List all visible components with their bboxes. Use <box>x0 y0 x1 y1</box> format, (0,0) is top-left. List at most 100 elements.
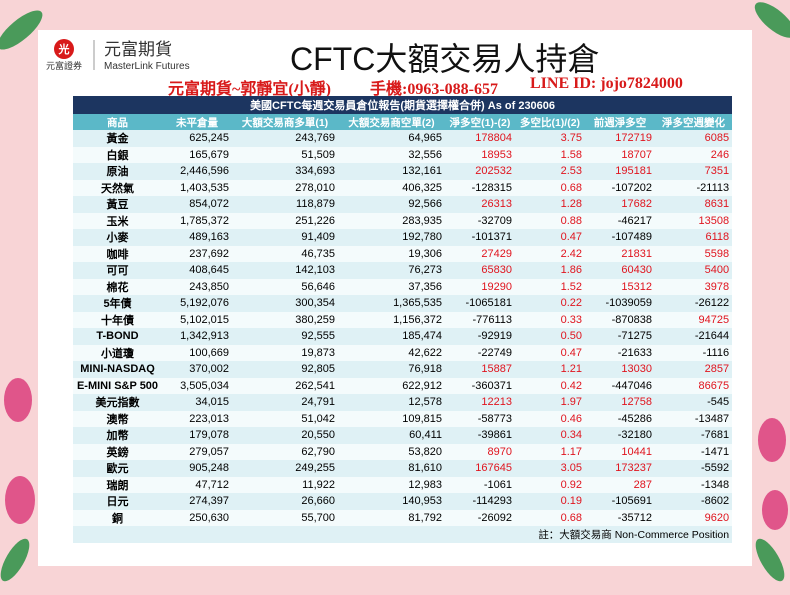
table-row: E-MINI S&P 500 3,505,034 262,541 622,912 -36… <box>73 377 733 394</box>
cell: -26122 <box>655 295 733 312</box>
cell: 1,365,535 <box>338 295 445 312</box>
cell: 19290 <box>445 278 515 295</box>
table-row: 美元指數 34,015 24,791 12,578 12213 1.97 12758 -545 <box>73 394 733 411</box>
cell: 2,446,596 <box>162 163 232 180</box>
cell: 46,735 <box>232 245 338 262</box>
cell: 380,259 <box>232 311 338 328</box>
cell: 11,922 <box>232 476 338 493</box>
cell: -32180 <box>585 427 655 444</box>
cell: 12,578 <box>338 394 445 411</box>
commodity: 加幣 <box>73 427 162 444</box>
cell: -21644 <box>655 328 733 345</box>
contact-name: 元富期貨~郭靜宜(小靜) <box>168 81 331 98</box>
cell: -1061 <box>445 476 515 493</box>
table-row: 加幣 179,078 20,550 60,411 -39861 0.34 -32180 -76… <box>73 427 733 444</box>
cell: -447046 <box>585 377 655 394</box>
commodity: 原油 <box>73 163 162 180</box>
cell: 26313 <box>445 196 515 213</box>
cell: 283,935 <box>338 212 445 229</box>
table-row: 白銀 165,679 51,509 32,556 18953 1.58 18707 246 <box>73 146 733 163</box>
cell: -545 <box>655 394 733 411</box>
cell: 179,078 <box>162 427 232 444</box>
cell: -22749 <box>445 344 515 361</box>
column-header: 淨多空(1)-(2) <box>445 114 515 130</box>
cell: 0.50 <box>515 328 585 345</box>
cell: 202532 <box>445 163 515 180</box>
table-body: 美國CFTC每週交易員倉位報告(期貨選擇權合併) As of 230606 商品未… <box>73 96 733 543</box>
commodity: 黃金 <box>73 130 162 147</box>
cell: 92,805 <box>232 361 338 378</box>
column-header: 大額交易商空單(2) <box>338 114 445 130</box>
table-row: 銅 250,630 55,700 81,792 -26092 0.68 -35712 9620 <box>73 509 733 526</box>
logo: 光 元富證券 元富期貨 MasterLink Futures <box>46 39 190 72</box>
cell: 1.52 <box>515 278 585 295</box>
table-row: 十年債 5,102,015 380,259 1,156,372 -776113 0.33-… <box>73 311 733 328</box>
cell: 1.86 <box>515 262 585 279</box>
cell: 56,646 <box>232 278 338 295</box>
commodity: 歐元 <box>73 460 162 477</box>
cell: 62,790 <box>232 443 338 460</box>
cell: 3.75 <box>515 130 585 147</box>
cell: -35712 <box>585 509 655 526</box>
cell: 185,474 <box>338 328 445 345</box>
commodity: 天然氣 <box>73 179 162 196</box>
cell: 0.46 <box>515 410 585 427</box>
cell: 8631 <box>655 196 733 213</box>
column-header: 淨多空週變化 <box>655 114 733 130</box>
cell: -39861 <box>445 427 515 444</box>
cell: 19,873 <box>232 344 338 361</box>
cell: 334,693 <box>232 163 338 180</box>
table-row: 可可 408,645 142,103 76,273 65830 1.86 60430 5400 <box>73 262 733 279</box>
commodity: 澳幣 <box>73 410 162 427</box>
commodity: E-MINI S&P 500 <box>73 377 162 394</box>
cell: 250,630 <box>162 509 232 526</box>
cell: -1039059 <box>585 295 655 312</box>
cell: -105691 <box>585 493 655 510</box>
cell: -128315 <box>445 179 515 196</box>
cell: 237,692 <box>162 245 232 262</box>
cell: 0.92 <box>515 476 585 493</box>
cell: 2.42 <box>515 245 585 262</box>
cell: 173237 <box>585 460 655 477</box>
cell: 132,161 <box>338 163 445 180</box>
cell: 142,103 <box>232 262 338 279</box>
cell: 92,566 <box>338 196 445 213</box>
cell: 76,273 <box>338 262 445 279</box>
column-header: 未平倉量 <box>162 114 232 130</box>
cell: -870838 <box>585 311 655 328</box>
cell: 0.68 <box>515 179 585 196</box>
cell: 167645 <box>445 460 515 477</box>
cell: 287 <box>585 476 655 493</box>
cell: 0.22 <box>515 295 585 312</box>
table-row: 天然氣 1,403,535 278,010 406,325 -128315 0.68 -10… <box>73 179 733 196</box>
cell: -5592 <box>655 460 733 477</box>
cell: 905,248 <box>162 460 232 477</box>
commodity: 瑞朗 <box>73 476 162 493</box>
cell: -7681 <box>655 427 733 444</box>
table-title: 美國CFTC每週交易員倉位報告(期貨選擇權合併) As of 230606 <box>73 96 733 114</box>
cell: 6118 <box>655 229 733 246</box>
logo-text: 元富證券 <box>46 60 82 71</box>
cell: 251,226 <box>232 212 338 229</box>
table-row: 5年債 5,192,076 300,354 1,365,535 -1065181 0.22… <box>73 295 733 312</box>
cell: 3,505,034 <box>162 377 232 394</box>
cell: 1,342,913 <box>162 328 232 345</box>
cell: 172719 <box>585 130 655 147</box>
cell: 51,509 <box>232 146 338 163</box>
table-row: 日元 274,397 26,660 140,953 -114293 0.19 -105691… <box>73 493 733 510</box>
contact-line: LINE ID: jojo7824000 <box>530 75 683 92</box>
cell: 2857 <box>655 361 733 378</box>
cell: 37,356 <box>338 278 445 295</box>
cell: 625,245 <box>162 130 232 147</box>
cell: 1,156,372 <box>338 311 445 328</box>
column-header: 商品 <box>73 114 162 130</box>
cell: 2.53 <box>515 163 585 180</box>
cell: 0.47 <box>515 229 585 246</box>
cell: 109,815 <box>338 410 445 427</box>
cell: -1116 <box>655 344 733 361</box>
cell: 300,354 <box>232 295 338 312</box>
cell: 0.88 <box>515 212 585 229</box>
commodity: T-BOND <box>73 328 162 345</box>
cell: 5,102,015 <box>162 311 232 328</box>
cell: 262,541 <box>232 377 338 394</box>
